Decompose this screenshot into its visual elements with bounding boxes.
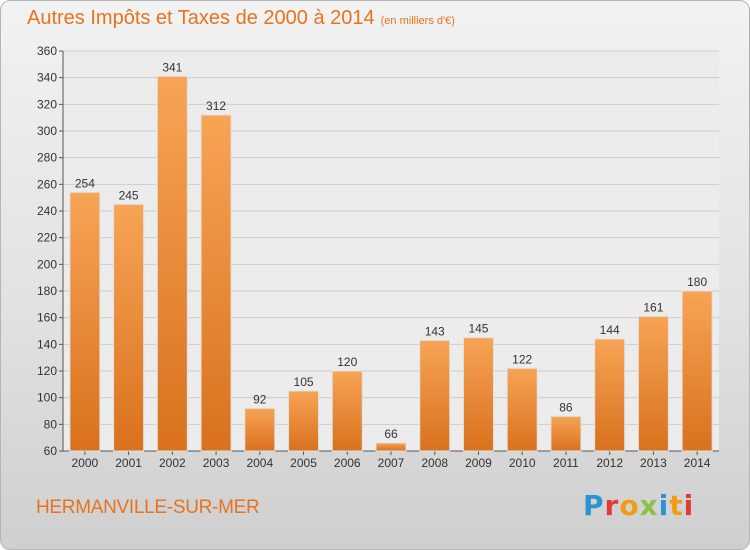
x-tick-label: 2000 xyxy=(72,456,99,470)
bar-value-label: 180 xyxy=(687,275,707,289)
y-tick-label: 100 xyxy=(37,391,57,405)
y-tick-label: 300 xyxy=(37,124,57,138)
x-tick-label: 2002 xyxy=(159,456,186,470)
bar-value-label: 120 xyxy=(337,355,357,369)
y-tick-label: 80 xyxy=(44,417,58,431)
bar-2000 xyxy=(69,191,101,452)
y-tick-label: 260 xyxy=(37,177,57,191)
bar-value-label: 341 xyxy=(162,60,182,74)
bar-2005 xyxy=(288,390,320,452)
bar-2013 xyxy=(637,315,669,452)
bar-value-label: 92 xyxy=(253,392,267,406)
y-tick-label: 200 xyxy=(37,257,57,271)
chart-title-text: Autres Impôts et Taxes de 2000 à 2014 xyxy=(27,7,375,29)
bar-value-label: 254 xyxy=(75,176,95,190)
bar-value-label: 144 xyxy=(600,323,620,337)
commune-name: HERMANVILLE-SUR-MER xyxy=(36,497,260,518)
y-tick-label: 120 xyxy=(37,364,57,378)
bar-2009 xyxy=(462,337,494,452)
bar-2011 xyxy=(550,415,582,452)
chart-title: Autres Impôts et Taxes de 2000 à 2014 (en… xyxy=(27,7,455,30)
x-tick-label: 2008 xyxy=(421,456,448,470)
x-tick-label: 2005 xyxy=(290,456,317,470)
y-tick-label: 320 xyxy=(37,97,57,111)
x-tick-label: 2011 xyxy=(553,456,579,470)
bar-2006 xyxy=(331,370,363,452)
bar-value-label: 312 xyxy=(206,99,226,113)
bar-value-label: 143 xyxy=(425,324,445,338)
x-tick-label: 2009 xyxy=(465,456,492,470)
y-tick-label: 60 xyxy=(44,444,58,458)
bar-2004 xyxy=(244,407,276,452)
x-tick-label: 2007 xyxy=(378,456,405,470)
proxiti-logo: Proxiti xyxy=(583,489,695,522)
x-tick-label: 2012 xyxy=(596,456,623,470)
bar-value-label: 122 xyxy=(512,352,532,366)
bar-2012 xyxy=(594,338,626,452)
x-tick-label: 2001 xyxy=(115,456,142,470)
bar-value-label: 245 xyxy=(119,188,139,202)
bar-2001 xyxy=(113,203,145,452)
bar-value-label: 105 xyxy=(294,375,314,389)
y-tick-label: 220 xyxy=(37,231,57,245)
y-tick-label: 160 xyxy=(37,311,57,325)
bar-2010 xyxy=(506,367,538,452)
bar-2008 xyxy=(419,339,451,452)
y-tick-label: 140 xyxy=(37,337,57,351)
x-tick-label: 2014 xyxy=(684,456,711,470)
chart-unit: (en milliers d'€) xyxy=(380,15,455,27)
bar-2002 xyxy=(156,75,188,452)
bar-value-label: 86 xyxy=(559,400,573,414)
bar-2007 xyxy=(375,442,407,452)
x-tick-label: 2013 xyxy=(640,456,667,470)
y-tick-label: 240 xyxy=(37,204,57,218)
y-tick-label: 360 xyxy=(37,44,57,58)
bar-2003 xyxy=(200,114,232,452)
x-tick-label: 2004 xyxy=(246,456,273,470)
bar-value-label: 145 xyxy=(468,322,488,336)
bar-value-label: 161 xyxy=(643,300,663,314)
bar-2014 xyxy=(681,290,713,452)
x-tick-label: 2010 xyxy=(509,456,536,470)
bar-value-label: 66 xyxy=(384,427,398,441)
y-tick-label: 340 xyxy=(37,71,57,85)
y-tick-label: 280 xyxy=(37,151,57,165)
y-tick-label: 180 xyxy=(37,284,57,298)
x-tick-label: 2006 xyxy=(334,456,361,470)
x-tick-label: 2003 xyxy=(203,456,230,470)
